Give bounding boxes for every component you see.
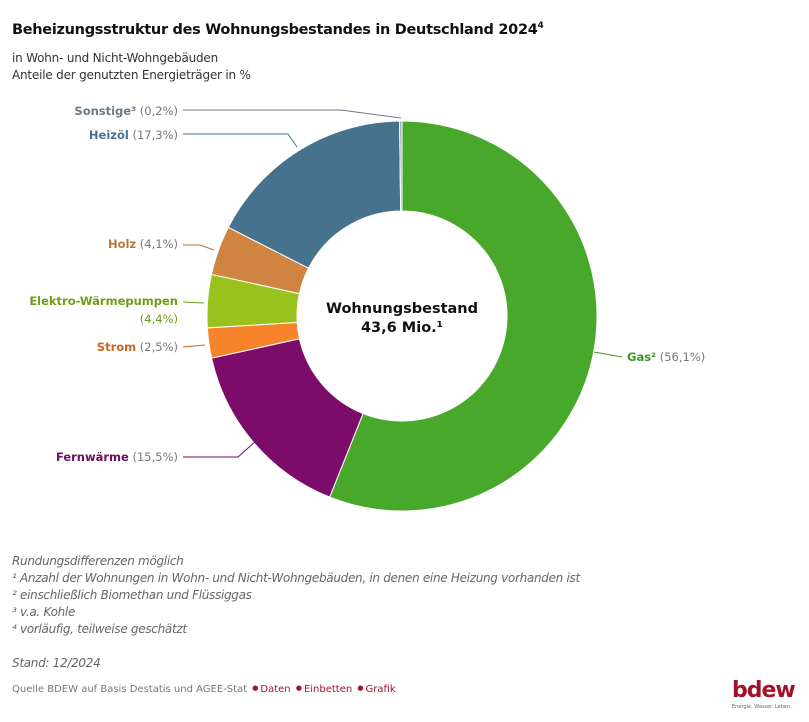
slice-label-2: Strom (2,5%) (97, 340, 178, 354)
leader-line-1 (183, 439, 258, 458)
slice-0[interactable] (329, 120, 598, 512)
donut-chart: Gas² (56,1%) Fernwärme (15,5%) Strom (2,5%… (29, 104, 705, 512)
daten-link[interactable]: Daten (260, 684, 291, 695)
leader-line-6 (183, 109, 402, 119)
note-2: ² einschließlich Biomethan und Flüssigga… (12, 588, 252, 602)
leader-line-2 (182, 344, 206, 348)
center-label-value: 43,6 Mio.¹ (361, 320, 443, 336)
note-3: ³ v.a. Kohle (12, 605, 76, 619)
slice-label-5: Heizöl (17,3%) (89, 128, 178, 142)
leader-line-4 (183, 244, 215, 251)
slice-label-3: Elektro-Wärmepumpen (4,4%) (29, 294, 178, 326)
einbetten-link[interactable]: Einbetten (303, 684, 353, 695)
note-1: ¹ Anzahl der Wohnungen in Wohn- und Nich… (12, 571, 580, 585)
slice-label-0: Gas² (56,1%) (627, 350, 705, 364)
slice-label-6: Sonstige³ (0,2%) (74, 104, 178, 118)
leader-line-5 (183, 133, 298, 148)
note-4: ⁴ vorläufig, teilweise geschätzt (12, 622, 187, 636)
subtitle-1: in Wohn- und Nicht-Wohngebäuden (12, 51, 219, 65)
grafik-link[interactable]: Grafik (365, 684, 396, 695)
slice-label-4: Holz (4,1%) (108, 237, 178, 251)
center-label-title: Wohnungsbestand (326, 301, 478, 317)
source-text: Quelle BDEW auf Basis Destatis und AGEE-… (12, 684, 248, 695)
leader-line-0 (593, 351, 623, 358)
stand-date: Stand: 12/2024 (12, 656, 101, 670)
subtitle-2: Anteile der genutzten Energieträger in % (12, 68, 251, 82)
slice-5[interactable] (227, 120, 402, 269)
source-line: Quelle BDEW auf Basis Destatis und AGEE-… (12, 684, 396, 695)
leader-line-3 (182, 301, 205, 304)
slice-label-1: Fernwärme (15,5%) (56, 450, 178, 464)
bdew-logo: bdew (732, 678, 796, 703)
slice-6[interactable] (399, 120, 403, 212)
note-0: Rundungsdifferenzen möglich (12, 554, 184, 568)
slice-1[interactable] (211, 338, 364, 498)
bdew-tagline: Energie. Wasser. Leben. (732, 704, 792, 710)
chart-title: Beheizungsstruktur des Wohnungsbestandes… (12, 21, 544, 38)
